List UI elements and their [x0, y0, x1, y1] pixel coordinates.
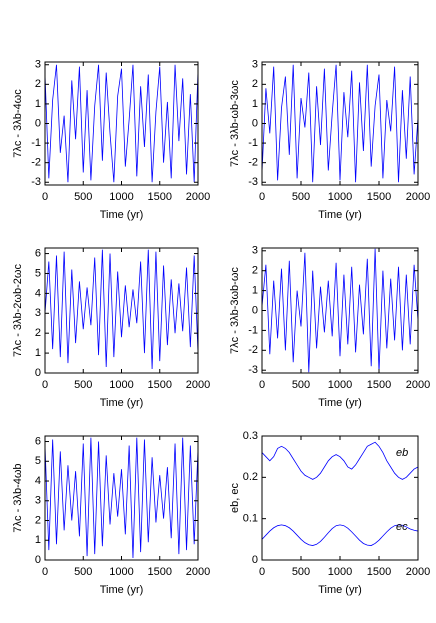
- y-tick-label: 4: [35, 287, 41, 299]
- x-axis-label: Time (yr): [318, 584, 362, 596]
- data-line: [45, 64, 198, 183]
- y-tick-label: 0: [35, 117, 41, 129]
- y-tick-label: 3: [252, 245, 258, 257]
- y-tick-label: 3: [35, 59, 41, 71]
- y-tick-label: 0: [35, 554, 41, 566]
- x-tick-label: 1000: [109, 566, 133, 578]
- x-tick-label: 1500: [148, 191, 172, 203]
- y-axis-label: 7λc - 3λb-4ωb: [12, 463, 24, 532]
- y-tick-label: -1: [248, 324, 258, 336]
- x-tick-label: 1000: [328, 191, 352, 203]
- data-line: [45, 249, 198, 370]
- y-tick-label: -3: [248, 176, 258, 188]
- y-tick-label: 3: [35, 495, 41, 507]
- y-tick-label: 0: [252, 554, 258, 566]
- y-tick-label: 2: [252, 265, 258, 277]
- x-tick-label: 1000: [328, 566, 352, 578]
- x-tick-label: 500: [292, 191, 310, 203]
- y-axis-label: 7λc - 3λb-2ωb-2ωc: [12, 264, 24, 357]
- y-tick-label: 6: [35, 435, 41, 447]
- x-tick-label: 500: [74, 379, 92, 391]
- x-tick-label: 2000: [406, 566, 430, 578]
- y-tick-label: 1: [252, 285, 258, 297]
- y-tick-label: 0.3: [243, 430, 258, 442]
- y-tick-label: 4: [35, 475, 41, 487]
- series-label: ec: [396, 521, 408, 533]
- y-tick-label: 0: [252, 304, 258, 316]
- x-tick-label: 500: [292, 379, 310, 391]
- plot-area: [262, 64, 418, 183]
- y-tick-label: 3: [35, 307, 41, 319]
- x-tick-label: 1000: [109, 379, 133, 391]
- x-tick-label: 2000: [186, 191, 210, 203]
- data-line: [45, 437, 198, 559]
- y-tick-label: 2: [35, 78, 41, 90]
- y-tick-label: 2: [252, 78, 258, 90]
- y-axis-label: 7λc - 3λb-4ωc: [12, 89, 24, 158]
- x-tick-label: 500: [74, 566, 92, 578]
- y-tick-label: 6: [35, 247, 41, 259]
- y-tick-label: 0: [252, 117, 258, 129]
- y-tick-label: -2: [31, 157, 41, 169]
- x-tick-label: 1500: [367, 566, 391, 578]
- x-tick-label: 2000: [406, 191, 430, 203]
- y-tick-label: -2: [248, 157, 258, 169]
- x-tick-label: 0: [259, 379, 265, 391]
- x-tick-label: 0: [42, 379, 48, 391]
- data-line: [262, 524, 418, 546]
- y-tick-label: 1: [35, 347, 41, 359]
- y-tick-label: -3: [248, 364, 258, 376]
- y-tick-label: 2: [35, 327, 41, 339]
- x-axis-label: Time (yr): [318, 209, 362, 221]
- x-tick-label: 2000: [406, 379, 430, 391]
- x-tick-label: 0: [259, 566, 265, 578]
- x-tick-label: 2000: [186, 566, 210, 578]
- x-tick-label: 0: [42, 191, 48, 203]
- x-axis-label: Time (yr): [100, 209, 144, 221]
- data-line: [262, 441, 418, 480]
- y-tick-label: -1: [248, 137, 258, 149]
- x-tick-label: 1500: [148, 379, 172, 391]
- y-axis-label: eb, ec: [229, 483, 241, 513]
- x-tick-label: 500: [292, 566, 310, 578]
- plot-area: [45, 64, 198, 183]
- x-tick-label: 1500: [367, 191, 391, 203]
- x-tick-label: 1500: [148, 566, 172, 578]
- y-tick-label: 0.2: [243, 471, 258, 483]
- data-line: [262, 248, 418, 373]
- y-tick-label: 2: [35, 514, 41, 526]
- x-tick-label: 1000: [328, 379, 352, 391]
- x-tick-label: 500: [74, 191, 92, 203]
- y-tick-label: 1: [35, 534, 41, 546]
- x-axis-label: Time (yr): [318, 397, 362, 409]
- plot-area: [262, 441, 418, 546]
- y-axis-label: 7λc - 3λb-ωb-3ωc: [229, 80, 241, 167]
- plot-area: [262, 248, 418, 373]
- x-axis-label: Time (yr): [100, 584, 144, 596]
- y-tick-label: 5: [35, 455, 41, 467]
- x-tick-label: 2000: [186, 379, 210, 391]
- data-line: [262, 64, 418, 183]
- y-tick-label: 3: [252, 59, 258, 71]
- y-tick-label: -1: [31, 137, 41, 149]
- y-tick-label: 0.1: [243, 513, 258, 525]
- x-tick-label: 1000: [109, 191, 133, 203]
- series-label: eb: [396, 447, 408, 459]
- plot-frame: [261, 435, 419, 561]
- x-tick-label: 0: [259, 191, 265, 203]
- y-tick-label: 1: [252, 98, 258, 110]
- y-tick-label: 0: [35, 367, 41, 379]
- plot-area: [45, 437, 198, 559]
- y-axis-label: 7λc - 3λb-3ωb-ωc: [229, 267, 241, 354]
- y-tick-label: -2: [248, 344, 258, 356]
- y-tick-label: 5: [35, 267, 41, 279]
- y-tick-label: -3: [31, 176, 41, 188]
- plot-frame: [44, 61, 199, 186]
- x-tick-label: 0: [42, 566, 48, 578]
- y-tick-label: 1: [35, 98, 41, 110]
- x-axis-label: Time (yr): [100, 397, 144, 409]
- plot-area: [45, 249, 198, 370]
- x-tick-label: 1500: [367, 379, 391, 391]
